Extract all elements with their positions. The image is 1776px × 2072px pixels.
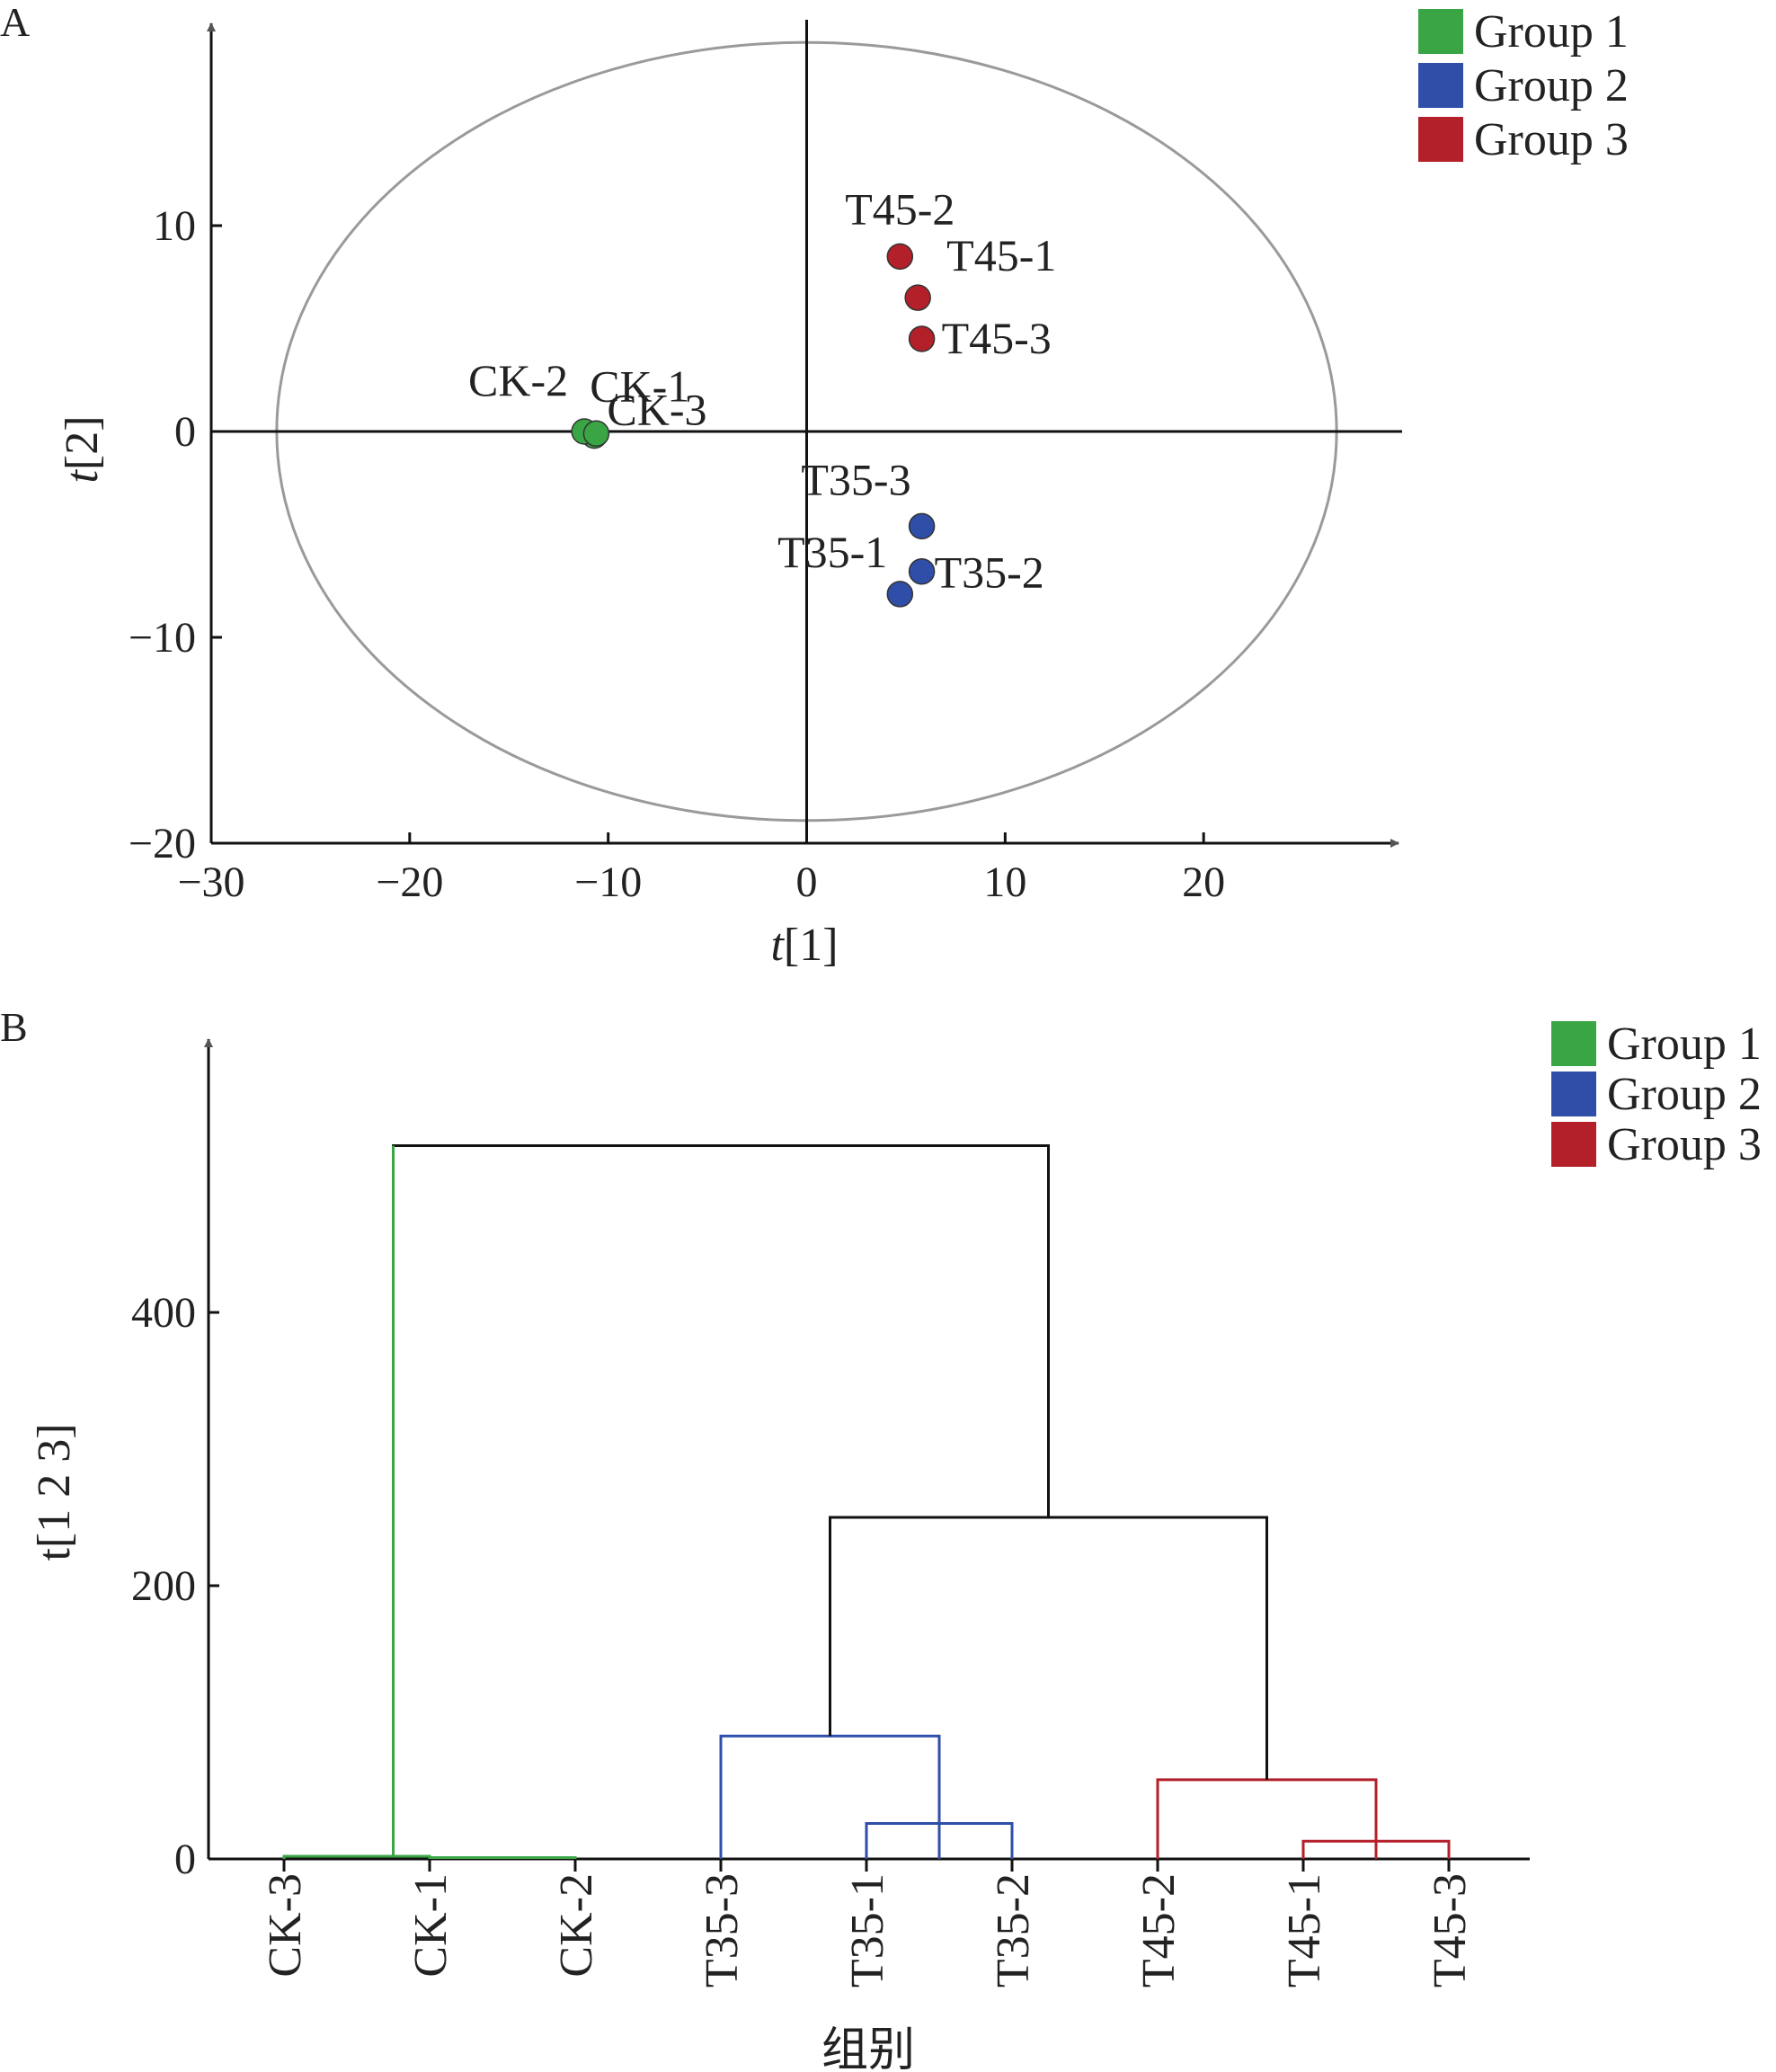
- x-tick-label: 10: [983, 858, 1026, 906]
- legend-swatch-3: [1551, 1122, 1596, 1167]
- leaf-label-t35-2: T35-2: [988, 1873, 1039, 1988]
- score-points: [571, 243, 936, 608]
- dendrogram-link-6: [1156, 1778, 1378, 1859]
- x-tick-label: −30: [177, 858, 244, 906]
- point-label-t45-2: T45-2: [845, 183, 955, 234]
- y-axis-ticks: 0 200 400: [131, 1289, 219, 1883]
- leaf-label-t35-3: T35-3: [697, 1873, 748, 1988]
- x-axis-title: 组别: [821, 2025, 915, 2072]
- point-t35-3: [908, 512, 936, 540]
- legend-label-1: Group 1: [1474, 6, 1629, 58]
- leaf-label-ck-3: CK-3: [260, 1873, 311, 1978]
- point-t35-2: [908, 557, 936, 585]
- x-axis-title: t[1]: [770, 920, 838, 971]
- legend-swatch-3: [1418, 117, 1463, 162]
- y-tick-label: 400: [131, 1289, 196, 1337]
- leaf-label-t45-1: T45-1: [1279, 1873, 1330, 1988]
- y-tick-label: 0: [174, 1836, 196, 1883]
- point-t45-1: [904, 284, 931, 311]
- legend-label-2: Group 2: [1607, 1069, 1762, 1120]
- point-label-t45-1: T45-1: [946, 230, 1056, 280]
- x-axis-ticks: −30 −20 −10 0 10 20: [177, 832, 1225, 906]
- point-t35-1: [886, 581, 914, 608]
- y-tick-label: −10: [129, 614, 196, 662]
- cluster-dendrogram: B 0 200 400 CK-3 CK-1 CK-2 T35-3 T35-1 T35-2 T45…: [0, 1004, 1762, 2072]
- panel-b-letter: B: [0, 1004, 28, 1050]
- y-axis-title: t[2]: [57, 415, 108, 483]
- leaf-label-t35-1: T35-1: [842, 1873, 893, 1988]
- point-label-t35-1: T35-1: [777, 527, 887, 577]
- y-tick-label: 0: [174, 408, 196, 456]
- legend-label-3: Group 3: [1474, 114, 1629, 165]
- point-label-t35-3: T35-3: [801, 454, 910, 504]
- leaf-label-t45-2: T45-2: [1133, 1873, 1185, 1988]
- legend-swatch-1: [1418, 9, 1463, 54]
- legend-swatch-2: [1551, 1072, 1596, 1116]
- point-label-ck-1: CK-1: [590, 361, 689, 412]
- y-tick-label: 10: [153, 202, 196, 250]
- point-t45-3: [908, 325, 936, 352]
- legend-swatch-2: [1418, 63, 1463, 108]
- y-tick-label: 200: [131, 1562, 196, 1610]
- y-axis-title: t[1 2 3]: [29, 1423, 80, 1561]
- dendrogram-link-2: [428, 1855, 577, 1859]
- point-label-t45-3: T45-3: [942, 313, 1052, 363]
- point-label-ck-2: CK-2: [468, 355, 568, 405]
- x-tick-label: −10: [574, 858, 642, 906]
- x-tick-label: 20: [1182, 858, 1225, 906]
- point-label-t35-2: T35-2: [935, 547, 1044, 598]
- point-ck-3: [582, 420, 610, 448]
- leaf-label-ck-1: CK-1: [405, 1873, 457, 1978]
- point-label-ck-3: CK-3: [607, 384, 706, 434]
- point-t45-2: [886, 243, 914, 271]
- leaf-label-ck-2: CK-2: [551, 1873, 602, 1978]
- panel-a-letter: A: [0, 0, 30, 45]
- x-tick-label: −20: [376, 858, 443, 906]
- legend-label-2: Group 2: [1474, 60, 1629, 111]
- y-axis-ticks: −20 −10 0 10: [129, 202, 222, 867]
- dendrogram-link-4: [719, 1734, 941, 1859]
- legend-swatch-1: [1551, 1021, 1596, 1066]
- legend-label-3: Group 3: [1607, 1119, 1762, 1170]
- legend-label-1: Group 1: [1607, 1018, 1762, 1070]
- x-axis-ticks: CK-3 CK-1 CK-2 T35-3 T35-1 T35-2 T45-2 T45-1 T45…: [260, 1859, 1476, 1988]
- x-tick-label: 0: [796, 858, 818, 906]
- y-tick-label: −20: [129, 820, 196, 867]
- leaf-label-t45-3: T45-3: [1425, 1873, 1476, 1988]
- dendrogram-links: [282, 1144, 1451, 1859]
- dendrogram-link-7: [829, 1516, 1268, 1780]
